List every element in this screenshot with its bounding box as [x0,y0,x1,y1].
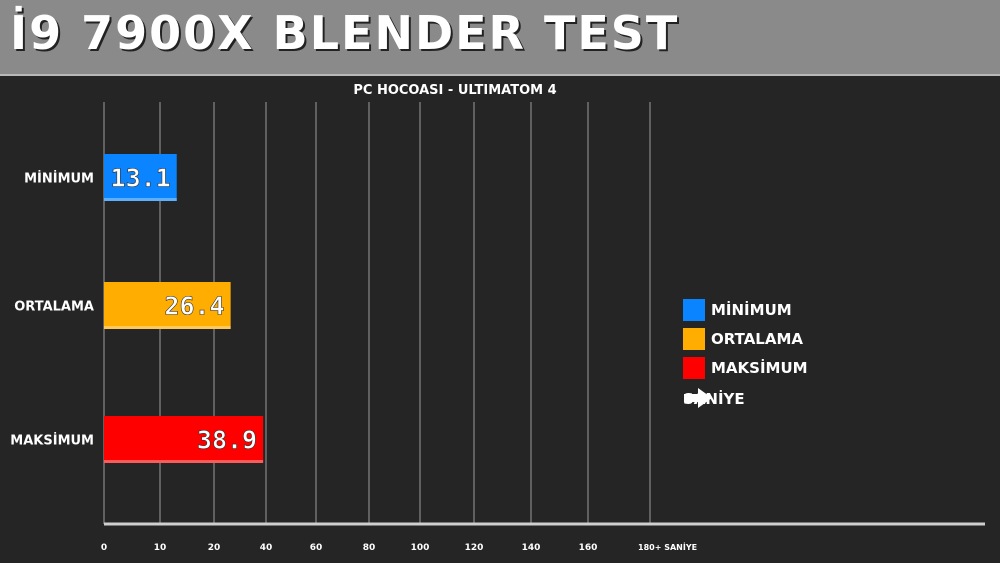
chart-canvas: PC HOCOASI - ULTIMATOM 4 13.1 26.4 38.9 Mİ… [10,83,985,553]
x-tick-label: 80 [363,543,376,553]
bar [104,154,177,201]
chart-title: PC HOCOASI - ULTIMATOM 4 [353,83,556,98]
category-label: MAKSİMUM [10,433,94,449]
legend-item-ortalama: ORTALAMA [683,327,803,351]
category-label: MİNİMUM [24,171,94,187]
x-tick-label: 120 [465,543,484,553]
category-labels: MİNİMUM ORTALAMA MAKSİMUM [10,171,94,449]
arrow-right-icon [684,388,712,408]
x-tick-label: 100 [411,543,430,553]
bar [104,282,231,329]
legend-item-unit: SANİYE [683,387,745,411]
bar-value-label: 13.1 [111,164,171,193]
category-label: ORTALAMA [14,300,94,315]
x-tick-label: 140 [522,543,541,553]
bar-value-label: 38.9 [197,426,257,455]
x-tick-label: 20 [208,543,221,553]
legend-swatch-ortalama [683,328,705,350]
title-banner: İ9 7900X BLENDER TEST [0,0,1000,76]
grid-lines [103,102,985,526]
bar-value-label: 26.4 [164,292,224,321]
bar [104,416,264,463]
bars: 13.1 26.4 38.9 [104,154,264,463]
legend-item-maksimum: MAKSİMUM [683,356,808,380]
x-tick-label: 10 [154,543,167,553]
legend-swatch-minimum [683,299,705,321]
page-title: İ9 7900X BLENDER TEST [10,6,680,60]
x-tick-label: 180+ SANİYE [638,542,697,552]
bar-chart: PC HOCOASI - ULTIMATOM 4 13.1 26.4 38.9 Mİ… [0,76,1000,563]
x-tick-labels: 0 10 20 40 60 80 100 120 140 160 180+ SANİYE [101,542,697,553]
legend-swatch-maksimum [683,357,705,379]
bar-highlight [104,326,231,329]
x-tick-label: 0 [101,543,107,553]
bar-highlight [104,198,177,201]
legend-label: MAKSİMUM [711,359,808,377]
bar-highlight [104,460,264,463]
x-tick-label: 40 [260,543,273,553]
x-tick-label: 60 [310,543,323,553]
legend-item-minimum: MİNİMUM [683,298,792,322]
x-tick-label: 160 [579,543,598,553]
legend-label: ORTALAMA [711,330,804,348]
legend-label: MİNİMUM [711,301,792,319]
